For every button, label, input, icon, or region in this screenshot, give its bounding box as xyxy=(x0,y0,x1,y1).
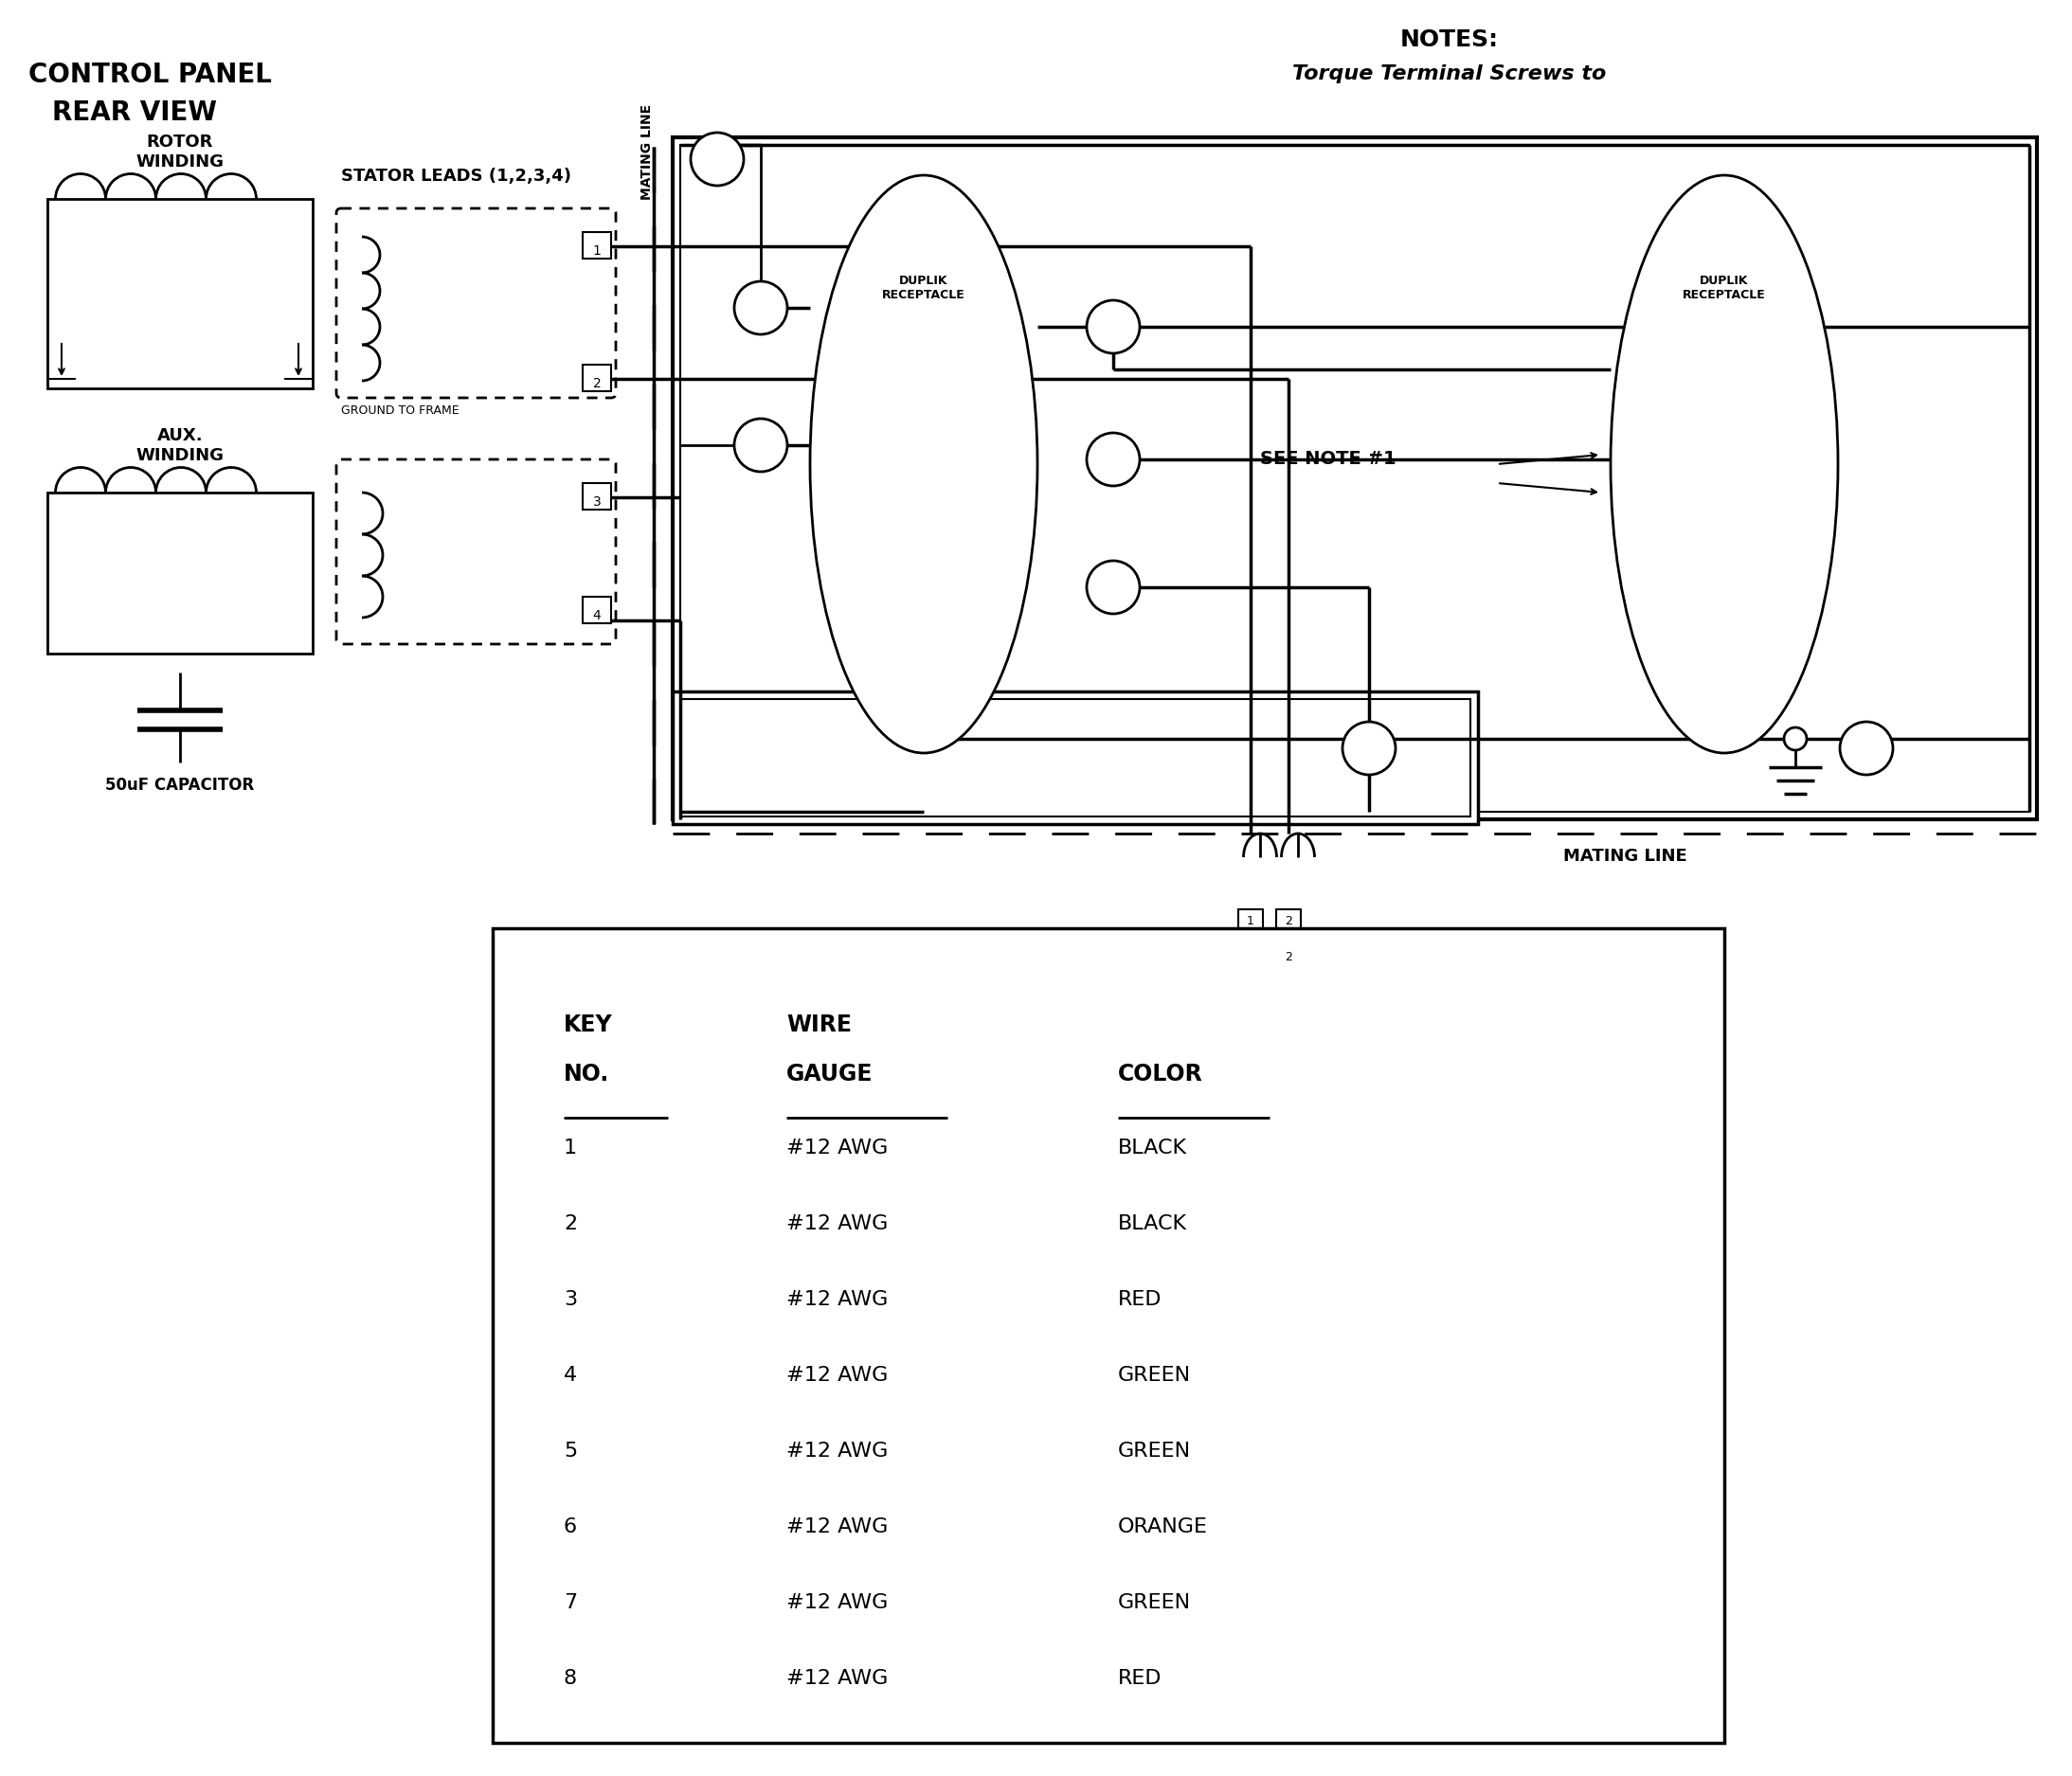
Text: 3: 3 xyxy=(593,496,601,508)
Text: Torque Terminal Screws to: Torque Terminal Screws to xyxy=(1293,64,1606,83)
Text: COLOR: COLOR xyxy=(1119,1062,1204,1085)
Text: GREEN: GREEN xyxy=(1119,1593,1191,1613)
Circle shape xyxy=(1784,728,1807,749)
Bar xyxy=(582,364,611,391)
Circle shape xyxy=(1086,433,1140,487)
Text: 1: 1 xyxy=(1106,449,1121,469)
Bar xyxy=(582,233,611,259)
Text: 6: 6 xyxy=(564,1517,578,1536)
Text: DUPLIK
RECEPTACLE: DUPLIK RECEPTACLE xyxy=(1682,275,1765,302)
Text: 2: 2 xyxy=(564,1215,578,1233)
Text: NO.: NO. xyxy=(564,1062,609,1085)
Text: STATOR LEADS (1,2,3,4): STATOR LEADS (1,2,3,4) xyxy=(342,167,572,185)
Bar xyxy=(582,483,611,510)
Text: REAR VIEW: REAR VIEW xyxy=(52,99,218,126)
Bar xyxy=(48,199,313,389)
Bar xyxy=(1239,909,1264,934)
Bar xyxy=(673,691,1477,824)
Bar xyxy=(1734,597,1772,639)
Bar xyxy=(876,597,914,639)
Text: 7: 7 xyxy=(564,1593,578,1613)
Text: SEE NOTE #1: SEE NOTE #1 xyxy=(1260,451,1397,469)
Text: NOTES:: NOTES: xyxy=(1401,28,1498,52)
Text: 5: 5 xyxy=(564,1442,578,1460)
Text: 2: 2 xyxy=(1285,952,1293,964)
Text: DUPLIK
RECEPTACLE: DUPLIK RECEPTACLE xyxy=(883,275,966,302)
Text: WIRE: WIRE xyxy=(787,1014,852,1035)
Text: ORANGE: ORANGE xyxy=(1119,1517,1208,1536)
Circle shape xyxy=(1343,721,1397,774)
Bar xyxy=(932,369,972,412)
Text: #12 AWG: #12 AWG xyxy=(787,1669,889,1687)
Text: GROUND TO FRAME: GROUND TO FRAME xyxy=(342,405,460,417)
Circle shape xyxy=(690,133,744,186)
Text: 7: 7 xyxy=(754,298,769,318)
Text: 6: 6 xyxy=(711,149,725,169)
Bar xyxy=(493,929,1724,1742)
Text: #12 AWG: #12 AWG xyxy=(787,1138,889,1158)
Bar xyxy=(876,369,914,412)
Text: #12 AWG: #12 AWG xyxy=(787,1289,889,1309)
Text: RED: RED xyxy=(1119,1669,1162,1687)
Bar xyxy=(1276,945,1301,970)
Text: 8: 8 xyxy=(564,1669,578,1687)
Text: BLACK: BLACK xyxy=(1119,1138,1187,1158)
Bar xyxy=(1734,464,1772,506)
Text: RED: RED xyxy=(1119,1289,1162,1309)
Bar xyxy=(932,464,972,506)
FancyBboxPatch shape xyxy=(336,208,615,398)
Bar xyxy=(1734,369,1772,412)
Bar xyxy=(1676,597,1716,639)
Bar xyxy=(1676,369,1716,412)
Text: #12 AWG: #12 AWG xyxy=(787,1517,889,1536)
Text: #12 AWG: #12 AWG xyxy=(787,1442,889,1460)
Text: 4: 4 xyxy=(564,1366,578,1385)
Text: MATING LINE: MATING LINE xyxy=(640,103,655,199)
Circle shape xyxy=(1840,721,1894,774)
Ellipse shape xyxy=(1610,176,1838,753)
Text: BLACK: BLACK xyxy=(1119,1215,1187,1233)
Bar xyxy=(876,464,914,506)
Text: 4: 4 xyxy=(593,609,601,622)
Bar xyxy=(932,597,972,639)
Ellipse shape xyxy=(810,176,1038,753)
Text: 1: 1 xyxy=(564,1138,578,1158)
Circle shape xyxy=(1086,561,1140,614)
Text: KEY: KEY xyxy=(564,1014,613,1035)
Text: 1: 1 xyxy=(593,245,601,258)
Text: 5: 5 xyxy=(1859,739,1873,758)
Text: 2: 2 xyxy=(593,377,601,391)
Text: 2: 2 xyxy=(1285,915,1293,927)
Bar xyxy=(582,597,611,623)
Text: 3: 3 xyxy=(564,1289,578,1309)
Bar xyxy=(48,492,313,654)
Text: 3: 3 xyxy=(1106,577,1121,597)
Bar xyxy=(680,146,2028,812)
Text: GREEN: GREEN xyxy=(1119,1366,1191,1385)
Text: 50uF CAPACITOR: 50uF CAPACITOR xyxy=(106,776,255,794)
Circle shape xyxy=(1086,300,1140,353)
Text: 1: 1 xyxy=(1247,915,1254,927)
Text: ROTOR
WINDING: ROTOR WINDING xyxy=(137,133,224,170)
Circle shape xyxy=(733,281,787,334)
Text: 2: 2 xyxy=(1106,318,1121,336)
Bar xyxy=(1276,909,1301,934)
Text: #12 AWG: #12 AWG xyxy=(787,1215,889,1233)
Text: CONTROL PANEL: CONTROL PANEL xyxy=(29,62,271,89)
Circle shape xyxy=(733,419,787,472)
Text: #12 AWG: #12 AWG xyxy=(787,1366,889,1385)
Bar xyxy=(1676,464,1716,506)
Bar xyxy=(680,700,1471,817)
Text: 8: 8 xyxy=(754,435,769,455)
Text: #12 AWG: #12 AWG xyxy=(787,1593,889,1613)
Text: GAUGE: GAUGE xyxy=(787,1062,872,1085)
Text: 4: 4 xyxy=(1361,739,1376,758)
Text: GREEN: GREEN xyxy=(1119,1442,1191,1460)
Text: AUX.
WINDING: AUX. WINDING xyxy=(137,428,224,464)
FancyBboxPatch shape xyxy=(336,460,615,645)
Text: MATING LINE: MATING LINE xyxy=(1562,847,1687,865)
Bar xyxy=(673,137,2037,819)
